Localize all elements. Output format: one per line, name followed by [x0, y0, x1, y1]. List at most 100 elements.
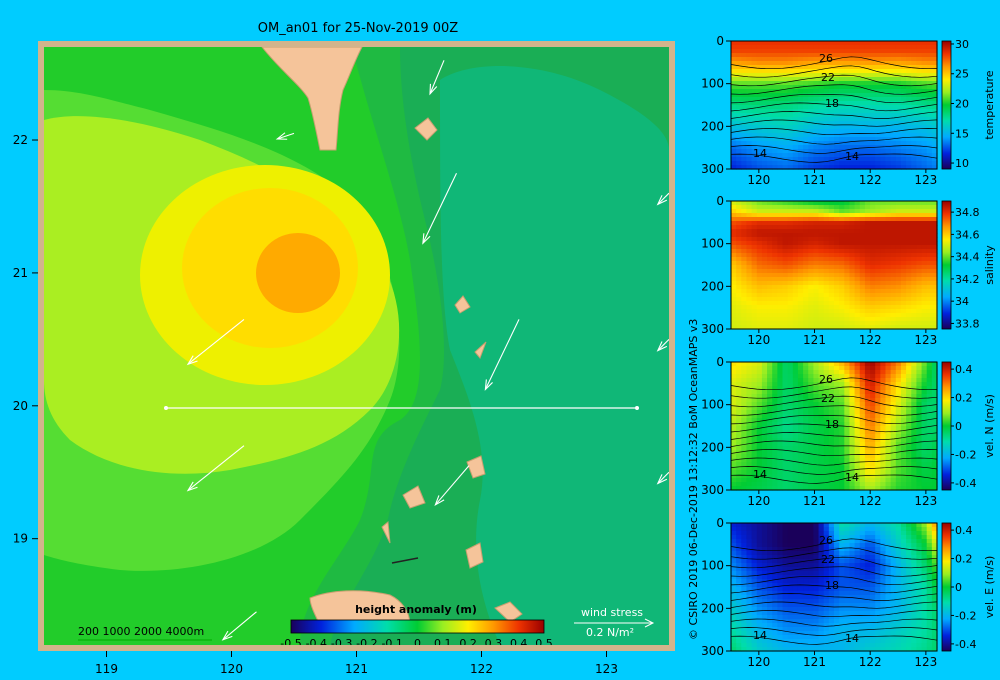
section-cell	[885, 213, 892, 218]
section-cell	[926, 109, 933, 114]
section-cell	[880, 93, 887, 98]
section-cell	[844, 567, 851, 572]
section-cell	[803, 571, 809, 576]
section-cell	[844, 362, 851, 367]
section-cell	[880, 370, 887, 375]
section-cell	[921, 137, 928, 142]
section-cell	[849, 253, 856, 258]
section-cell	[880, 527, 887, 532]
section-cell	[885, 81, 892, 86]
section-cell	[859, 229, 866, 234]
section-cell	[859, 233, 866, 238]
section-cell	[741, 563, 748, 568]
section-cell	[767, 229, 773, 234]
section-cell	[875, 57, 881, 62]
section-cell	[926, 567, 933, 572]
section-cell	[864, 386, 871, 391]
section-cell	[885, 221, 892, 226]
section-cell	[818, 418, 825, 423]
section-cell	[731, 49, 737, 54]
section-cell	[885, 165, 892, 170]
section-cell	[875, 571, 881, 576]
section-cell	[797, 93, 804, 98]
section-cell	[803, 137, 809, 142]
section-cell	[808, 466, 814, 471]
section-cell	[890, 370, 897, 375]
section-cell	[859, 599, 866, 604]
section-cell	[849, 418, 856, 423]
section-cell	[782, 378, 789, 383]
section-cell	[787, 289, 794, 294]
section-cell	[756, 571, 763, 576]
section-cell	[906, 543, 912, 548]
section-cell	[906, 213, 912, 218]
section-cell	[756, 69, 763, 74]
section-cell	[900, 579, 907, 584]
section-cell	[736, 81, 742, 86]
section-cell	[911, 370, 917, 375]
section-cell	[818, 233, 825, 238]
section-cell	[751, 49, 758, 54]
section-cell	[906, 527, 912, 532]
section-cell	[906, 583, 912, 588]
section-cell	[818, 454, 825, 459]
section-cell	[890, 430, 897, 435]
section-cell	[751, 619, 758, 624]
section-cell	[818, 611, 825, 616]
section-cell	[808, 137, 814, 142]
section-cell	[906, 233, 912, 238]
section-cell	[921, 225, 928, 230]
section-cell	[813, 462, 820, 467]
section-cell	[870, 149, 876, 154]
map-ytick-label: 19	[13, 532, 28, 546]
section-cell	[921, 93, 928, 98]
section-cell	[782, 374, 789, 379]
section-cell	[849, 370, 856, 375]
section-cell	[736, 418, 742, 423]
section-cell	[736, 587, 742, 592]
section-cell	[859, 446, 866, 451]
section-cell	[828, 249, 835, 254]
section-cell	[900, 563, 907, 568]
section-cell	[916, 49, 923, 54]
section-cell	[792, 225, 799, 230]
section-cell	[870, 402, 876, 407]
section-cell	[736, 394, 742, 399]
section-cell	[741, 125, 748, 130]
section-cell	[736, 233, 742, 238]
section-cell	[782, 153, 789, 158]
colorbar-tick-label: 20	[955, 98, 969, 111]
section-cell	[911, 402, 917, 407]
section-cell	[736, 374, 742, 379]
section-cell	[782, 289, 789, 294]
section-cell	[787, 129, 794, 134]
section-cell	[921, 209, 928, 214]
section-cell	[761, 225, 768, 230]
section-cell	[731, 595, 737, 600]
section-cell	[911, 101, 917, 106]
section-cell	[854, 265, 861, 270]
section-cell	[828, 422, 835, 427]
section-cell	[906, 418, 912, 423]
section-cell	[772, 49, 778, 54]
section-cell	[736, 237, 742, 242]
section-cell	[731, 599, 737, 604]
section-cell	[746, 603, 753, 608]
section-cell	[906, 378, 912, 383]
section-cell	[782, 382, 789, 387]
section-cell	[782, 466, 789, 471]
section-cell	[772, 450, 778, 455]
section-cell	[921, 478, 928, 483]
section-cell	[844, 579, 851, 584]
section-cell	[911, 587, 917, 592]
section-cell	[834, 297, 840, 302]
section-cell	[823, 297, 830, 302]
section-cell	[823, 57, 830, 62]
section-cell	[777, 607, 784, 612]
section-cell	[864, 249, 871, 254]
section-cell	[736, 257, 742, 262]
section-cell	[777, 547, 784, 552]
section-cell	[823, 410, 830, 415]
section-cell	[931, 486, 938, 491]
section-cell	[767, 101, 773, 106]
